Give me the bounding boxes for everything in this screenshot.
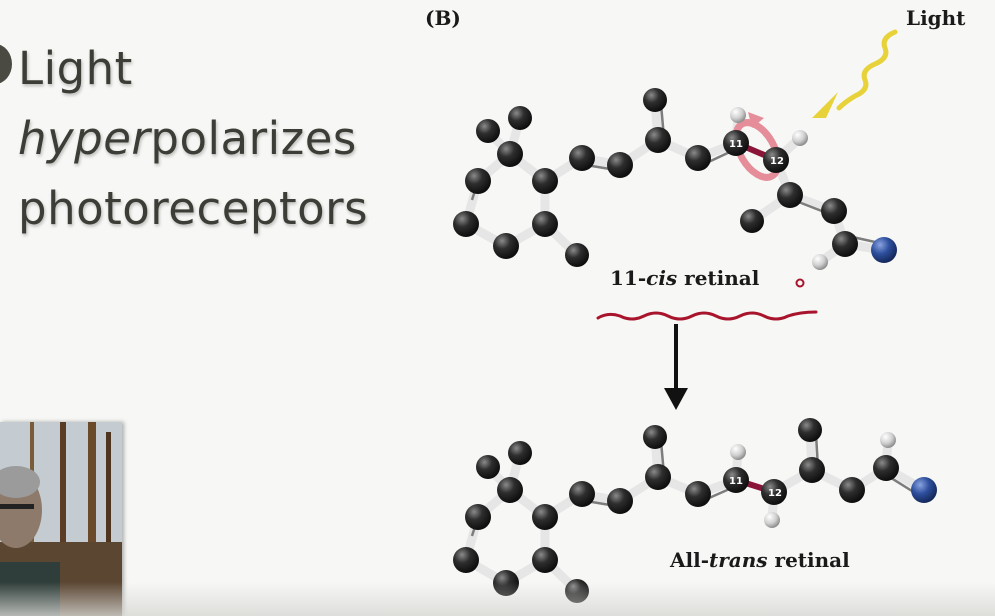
trans-retinal-molecule: 11 12 [453,418,937,603]
cis-retinal-molecule: 11 12 [453,88,897,270]
trans-label-suffix: retinal [767,548,850,572]
cis-retinal-label: 11-cis retinal [610,266,759,290]
trans-retinal-label: All-trans retinal [670,548,850,572]
panel-label: (B) [425,6,461,30]
heading-line-1: Light [18,42,133,95]
atom-label-12: 12 [770,156,784,167]
cis-label-italic: cis [646,266,678,290]
heading-line-3: photoreceptors [18,182,369,235]
heading-line-2: hyperpolarizes [18,104,368,174]
light-label: Light [906,6,966,30]
cis-label-prefix: 11- [610,266,647,290]
heading-italic-hyper: hyper [18,112,151,165]
light-arrow-head-icon [812,92,838,118]
rotation-arrow-icon [732,119,782,181]
bottom-fade [0,582,995,616]
atom-label-11: 11 [729,139,743,150]
cis-label-suffix: retinal [677,266,760,290]
trans-label-italic: trans [709,548,768,572]
trans-label-prefix: All- [670,548,710,572]
light-wave-icon [836,29,898,111]
cursor-marker-icon [795,278,805,288]
slide-heading: Light hyperpolarizes photoreceptors [18,34,368,244]
atom-label-11-trans: 11 [729,476,743,487]
heading-polarizes: polarizes [150,112,357,165]
atom-label-12-trans: 12 [768,488,782,499]
bullet-icon [0,44,12,84]
annotation-underline [596,310,818,321]
